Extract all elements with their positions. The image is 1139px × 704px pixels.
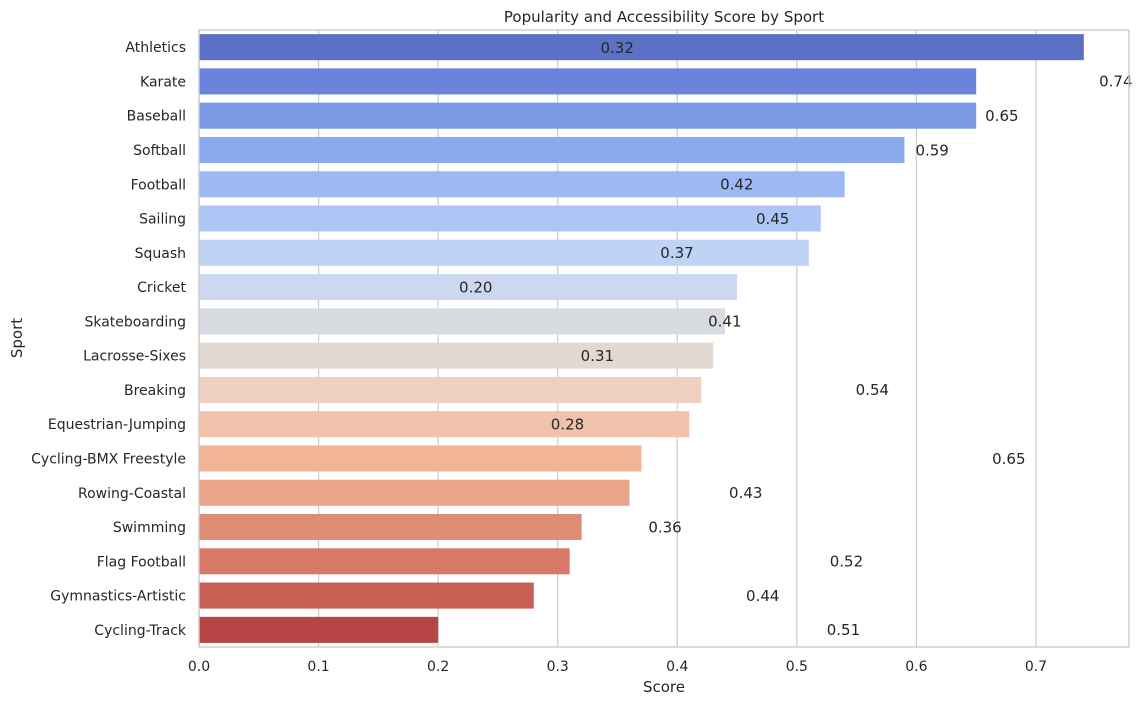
x-tick-label: 0.1 [307, 659, 329, 675]
bar-lacrosse-sixes [199, 342, 714, 369]
y-axis-title: Sport [8, 318, 26, 358]
y-tick-label: Equestrian-Jumping [48, 417, 186, 433]
bar-athletics [199, 34, 1084, 61]
bar-cycling-track [199, 616, 439, 643]
y-tick-label: Lacrosse-Sixes [83, 349, 186, 365]
bar-value-label: 0.44 [746, 587, 779, 605]
bar-value-label: 0.28 [551, 416, 584, 434]
y-tick-label: Skateboarding [84, 314, 186, 330]
bar-softball [199, 136, 905, 163]
bar-karate [199, 68, 977, 95]
bar-squash [199, 239, 809, 266]
bar-swimming [199, 514, 582, 541]
bar-equestrian-jumping [199, 411, 690, 438]
bars [199, 34, 1084, 643]
bar-value-label: 0.65 [992, 450, 1025, 468]
bar-football [199, 171, 845, 198]
x-tick-label: 0.6 [905, 659, 927, 675]
gridlines [198, 30, 1037, 647]
bar-value-labels: 0.32 0.74 0.65 0.59 0.420.45 0.37 0.20 0.41 0.31… [459, 39, 1132, 639]
x-axis-title: Score [643, 678, 685, 696]
x-tick-label: 0.3 [547, 659, 569, 675]
y-tick-label: Rowing-Coastal [78, 486, 186, 502]
bar-gymnastics-artistic [199, 582, 534, 609]
bar-value-label: 0.31 [581, 347, 614, 365]
y-tick-label: Breaking [124, 383, 186, 399]
bar-flag-football [199, 548, 570, 575]
bar-value-label: 0.43 [729, 484, 762, 502]
bar-breaking [199, 376, 702, 403]
bar-value-label: 0.36 [648, 518, 681, 536]
bar-rowing-coastal [199, 479, 630, 506]
y-tick-labels: Athletics Karate Baseball Softball Football S… [31, 40, 187, 639]
bar-cricket [199, 274, 738, 301]
bar-value-label: 0.74 [1099, 73, 1132, 91]
bar-value-label: 0.41 [708, 313, 741, 331]
bar-value-label: 0.52 [830, 553, 863, 571]
y-tick-label: Cycling-BMX Freestyle [31, 451, 186, 467]
y-tick-label: Gymnastics-Artistic [50, 589, 186, 605]
x-tick-label: 0.0 [188, 659, 210, 675]
bar-baseball [199, 102, 977, 129]
chart-title: Popularity and Accessibility Score by Sp… [504, 8, 824, 26]
y-tick-label: Cycling-Track [94, 623, 187, 639]
y-tick-label: Cricket [137, 280, 186, 296]
bar-sailing [199, 205, 821, 232]
bar-value-label: 0.42 [720, 176, 753, 194]
bar-value-label: 0.54 [856, 381, 889, 399]
x-tick-label: 0.4 [666, 659, 688, 675]
y-tick-label: Swimming [113, 520, 186, 536]
y-tick-label: Flag Football [97, 554, 186, 570]
bar-value-label: 0.59 [915, 141, 948, 159]
bar-value-label: 0.37 [660, 244, 693, 262]
bar-value-label: 0.65 [985, 107, 1018, 125]
y-tick-label: Softball [133, 143, 186, 159]
x-tick-label: 0.2 [427, 659, 449, 675]
bar-value-label: 0.51 [827, 621, 860, 639]
y-tick-label: Baseball [127, 109, 186, 125]
y-tick-label: Sailing [139, 212, 186, 228]
y-tick-label: Athletics [125, 40, 186, 56]
x-tick-labels: 0.0 0.1 0.2 0.3 0.4 0.5 0.6 0.7 [188, 659, 1047, 675]
bar-cycling-bmx-freestyle [199, 445, 642, 472]
x-tick-label: 0.5 [786, 659, 808, 675]
bar-value-label: 0.45 [756, 210, 789, 228]
x-tick-label: 0.7 [1025, 659, 1047, 675]
bar-value-label: 0.20 [459, 278, 492, 296]
bar-skateboarding [199, 308, 726, 335]
y-tick-label: Football [131, 177, 186, 193]
plot-frame [198, 29, 1130, 648]
bar-value-label: 0.32 [601, 39, 634, 57]
y-tick-label: Karate [140, 74, 186, 90]
y-tick-label: Squash [135, 246, 186, 262]
